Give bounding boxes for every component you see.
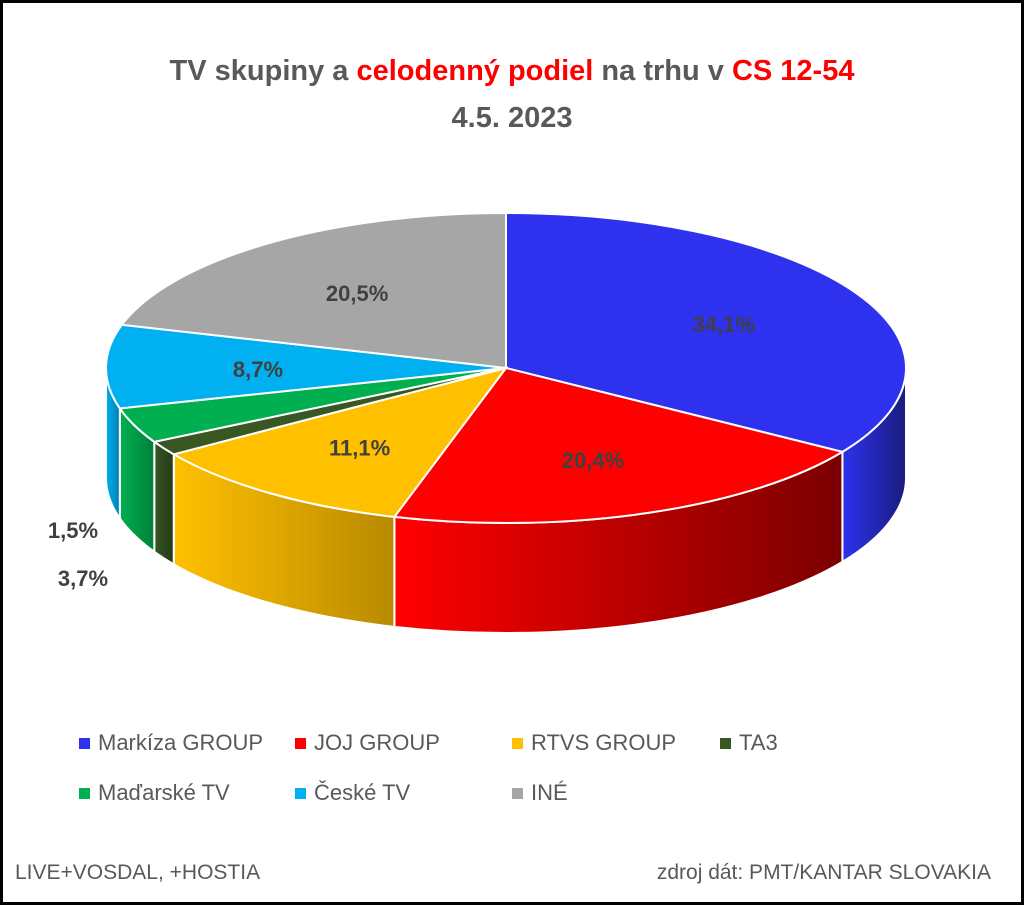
footer-source: zdroj dát: PMT/KANTAR SLOVAKIA [656,861,991,884]
legend-item-madarske-tv: Maďarské TV [79,780,230,806]
pie-label-madarske-tv: 3,7% [58,566,108,591]
pie-slice-rtvs-group [171,366,509,518]
legend-item-markiza-group: Markíza GROUP [79,730,263,756]
legend-label: České TV [314,780,411,805]
pie-chart: 34,1% 20,4% 11,1% 1,5% 3,7% 8,7% 20,5% [48,211,907,634]
legend-item-ceske-tv: České TV [295,780,410,806]
chart-subtitle: 4.5. 2023 [451,102,573,134]
title-part-1: TV skupiny a [169,55,357,87]
legend-label: RTVS GROUP [531,730,677,755]
pie-label-ceske-tv: 8,7% [233,357,283,382]
pie-data-labels: 34,1% 20,4% 11,1% 1,5% 3,7% 8,7% 20,5% [48,281,755,591]
legend-item-joj-group: JOJ GROUP [295,730,440,756]
pie-slice-ine [120,211,507,370]
legend-swatch [79,787,90,799]
pie-label-ine: 20,5% [326,281,388,306]
footer-note: LIVE+VOSDAL, +HOSTIA [15,861,261,884]
legend-label: Maďarské TV [98,780,230,805]
legend-swatch [295,737,306,749]
legend-label: Markíza GROUP [98,730,264,755]
legend-swatch [79,737,90,749]
legend-item-ta3: TA3 [720,730,778,756]
title-part-3: na trhu v [593,55,732,87]
legend-label: TA3 [739,730,778,755]
legend-label: JOJ GROUP [314,730,440,755]
legend-swatch [720,737,731,749]
pie-slice-joj-group [392,366,845,524]
legend-swatch [512,787,523,799]
pie-label-ta3: 1,5% [48,518,98,543]
legend-item-rtvs-group: RTVS GROUP [512,730,676,756]
legend-swatch [295,787,306,799]
pie-label-rtvs-group: 11,1% [329,436,390,461]
pie-label-joj-group: 20,4% [562,448,624,473]
pie-slices [105,211,907,524]
title-highlight-1: celodenný podiel [356,55,594,87]
pie-slice-ceske-tv [105,323,507,410]
pie-label-markiza-group: 34,1% [693,312,755,337]
chart-title: TV skupiny a celodenný podiel na trhu v … [3,51,1021,91]
pie-side-ta3 [153,439,175,567]
legend-label: INÉ [531,780,568,805]
legend-swatch [512,737,523,749]
title-highlight-2: CS 12-54 [731,55,855,87]
legend-item-ine: INÉ [512,780,568,806]
